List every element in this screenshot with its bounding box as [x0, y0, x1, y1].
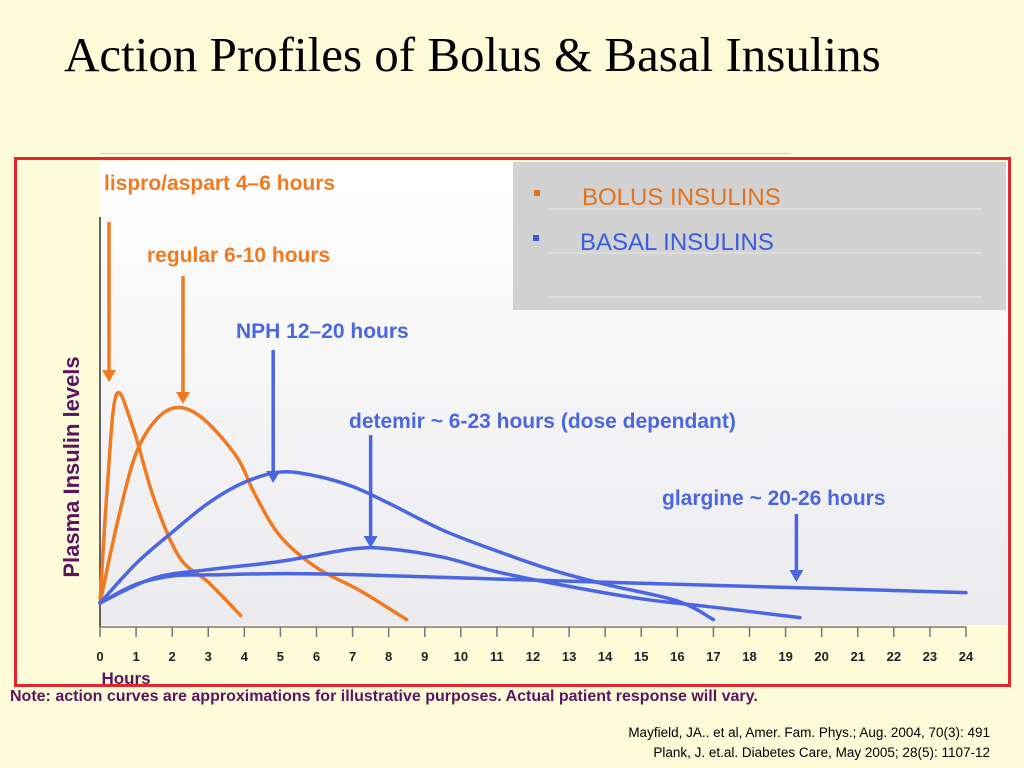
regular-arrow-icon — [175, 276, 190, 404]
x-tick-label: 6 — [313, 649, 320, 664]
glargine-curve — [98, 571, 968, 605]
x-tick-label: 21 — [851, 649, 865, 664]
x-tick-label: 7 — [349, 649, 356, 664]
legend-label: BOLUS INSULINS — [582, 184, 781, 211]
nph-arrow-icon — [266, 350, 281, 483]
regular-label: regular 6-10 hours — [147, 244, 330, 267]
x-tick-label: 23 — [923, 649, 937, 664]
legend-label: BASAL INSULINS — [580, 229, 774, 256]
reference-1: Mayfield, JA.. et al, Amer. Fam. Phys.; … — [628, 725, 990, 740]
detemir-curve — [98, 545, 802, 620]
x-tick-label: 12 — [526, 649, 540, 664]
reference-2: Plank, J. et.al. Diabetes Care, May 2005… — [653, 745, 990, 760]
nph-label: NPH 12–20 hours — [236, 320, 409, 343]
x-tick-label: 13 — [562, 649, 576, 664]
slide-title: Action Profiles of Bolus & Basal Insulin… — [64, 27, 881, 82]
x-tick-label: 1 — [132, 649, 139, 664]
x-tick-label: 24 — [959, 649, 974, 664]
x-axis-label: Hours — [101, 669, 150, 688]
detemir-arrow-icon — [363, 435, 378, 548]
x-tick-label: 10 — [454, 649, 468, 664]
chart-panel-edge — [100, 153, 790, 154]
x-tick-label: 19 — [778, 649, 792, 664]
y-axis-label: Plasma Insulin levels — [59, 356, 84, 577]
disclaimer-note: Note: action curves are approximations f… — [10, 688, 758, 705]
x-tick-label: 9 — [421, 649, 428, 664]
legend-bullet-icon — [534, 190, 540, 196]
x-tick-label: 8 — [385, 649, 392, 664]
x-tick-label: 20 — [814, 649, 828, 664]
x-tick-label: 14 — [598, 649, 613, 664]
lispro-aspart-label: lispro/aspart 4–6 hours — [104, 172, 335, 195]
x-tick-label: 15 — [634, 649, 648, 664]
x-tick-label: 17 — [706, 649, 720, 664]
legend-background — [513, 162, 1006, 310]
legend-bullet-icon — [533, 235, 539, 241]
x-tick-label: 22 — [887, 649, 901, 664]
glargine-label: glargine ~ 20-26 hours — [662, 487, 886, 510]
x-tick-label: 4 — [241, 649, 249, 664]
x-tick-label: 11 — [490, 649, 504, 664]
x-tick-label: 18 — [742, 649, 756, 664]
x-tick-label: 3 — [205, 649, 212, 664]
legend: BOLUS INSULINS BASAL INSULINS — [513, 162, 1006, 310]
regular-curve — [98, 405, 409, 622]
lispro-aspart-arrow-icon — [102, 222, 117, 382]
lispro-aspart-curve — [98, 390, 243, 618]
x-tick-label: 16 — [670, 649, 684, 664]
detemir-label: detemir ~ 6-23 hours (dose dependant) — [349, 410, 736, 433]
glargine-arrow-icon — [789, 514, 804, 582]
x-tick-label: 0 — [96, 649, 103, 664]
x-tick-label: 2 — [169, 649, 176, 664]
x-tick-label: 5 — [277, 649, 284, 664]
